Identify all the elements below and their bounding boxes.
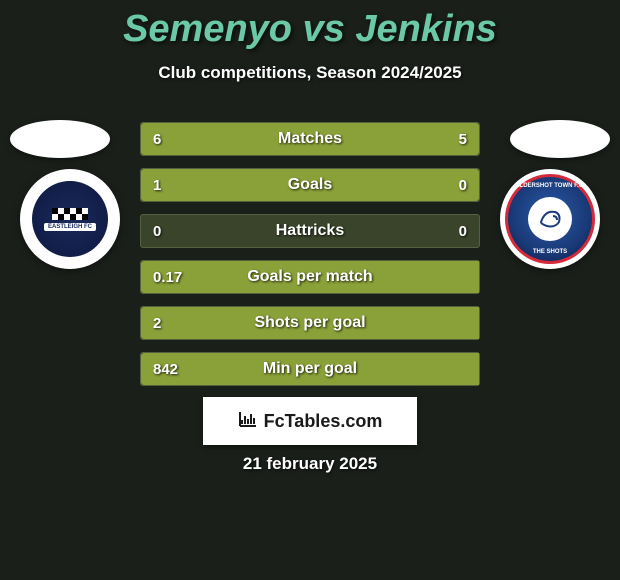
stat-row: 1Goals0 [140, 168, 480, 202]
stat-value-left: 1 [153, 177, 161, 194]
stat-value-left: 0 [153, 223, 161, 240]
stat-value-left: 2 [153, 315, 161, 332]
brand-watermark: FcTables.com [203, 397, 417, 445]
stat-value-left: 842 [153, 361, 178, 378]
crest-right-inner: ALDERSHOT TOWN F.C. THE SHOTS [505, 174, 595, 264]
player-photo-left [10, 120, 110, 158]
crest-right-bird-icon [528, 197, 572, 241]
stat-label: Min per goal [141, 360, 479, 378]
stat-row: 0Hattricks0 [140, 214, 480, 248]
crest-left-banner: EASTLEIGH FC [44, 223, 96, 231]
stat-row: 6Matches5 [140, 122, 480, 156]
date-label: 21 february 2025 [0, 454, 620, 474]
stat-value-right: 0 [459, 177, 467, 194]
crest-left-checker-icon [52, 208, 88, 220]
crest-left-inner: EASTLEIGH FC [32, 181, 108, 257]
player-photo-right [510, 120, 610, 158]
page-title: Semenyo vs Jenkins [0, 0, 620, 51]
club-crest-left: EASTLEIGH FC [20, 169, 120, 269]
crest-right-bottom-text: THE SHOTS [508, 249, 592, 255]
stat-label: Goals per match [141, 268, 479, 286]
stat-value-left: 6 [153, 131, 161, 148]
stat-row: 842Min per goal [140, 352, 480, 386]
comparison-card: Semenyo vs Jenkins Club competitions, Se… [0, 0, 620, 580]
stat-label: Goals [141, 176, 479, 194]
stat-row: 0.17Goals per match [140, 260, 480, 294]
stat-row: 2Shots per goal [140, 306, 480, 340]
stat-value-right: 5 [459, 131, 467, 148]
stat-value-left: 0.17 [153, 269, 182, 286]
stat-label: Matches [141, 130, 479, 148]
stat-label: Hattricks [141, 222, 479, 240]
stat-bars: 6Matches51Goals00Hattricks00.17Goals per… [140, 122, 480, 398]
stat-label: Shots per goal [141, 314, 479, 332]
club-crest-right: ALDERSHOT TOWN F.C. THE SHOTS [500, 169, 600, 269]
brand-text: FcTables.com [264, 411, 383, 432]
chart-icon [238, 410, 258, 433]
subtitle: Club competitions, Season 2024/2025 [0, 63, 620, 83]
stat-value-right: 0 [459, 223, 467, 240]
crest-right-top-text: ALDERSHOT TOWN F.C. [508, 183, 592, 189]
